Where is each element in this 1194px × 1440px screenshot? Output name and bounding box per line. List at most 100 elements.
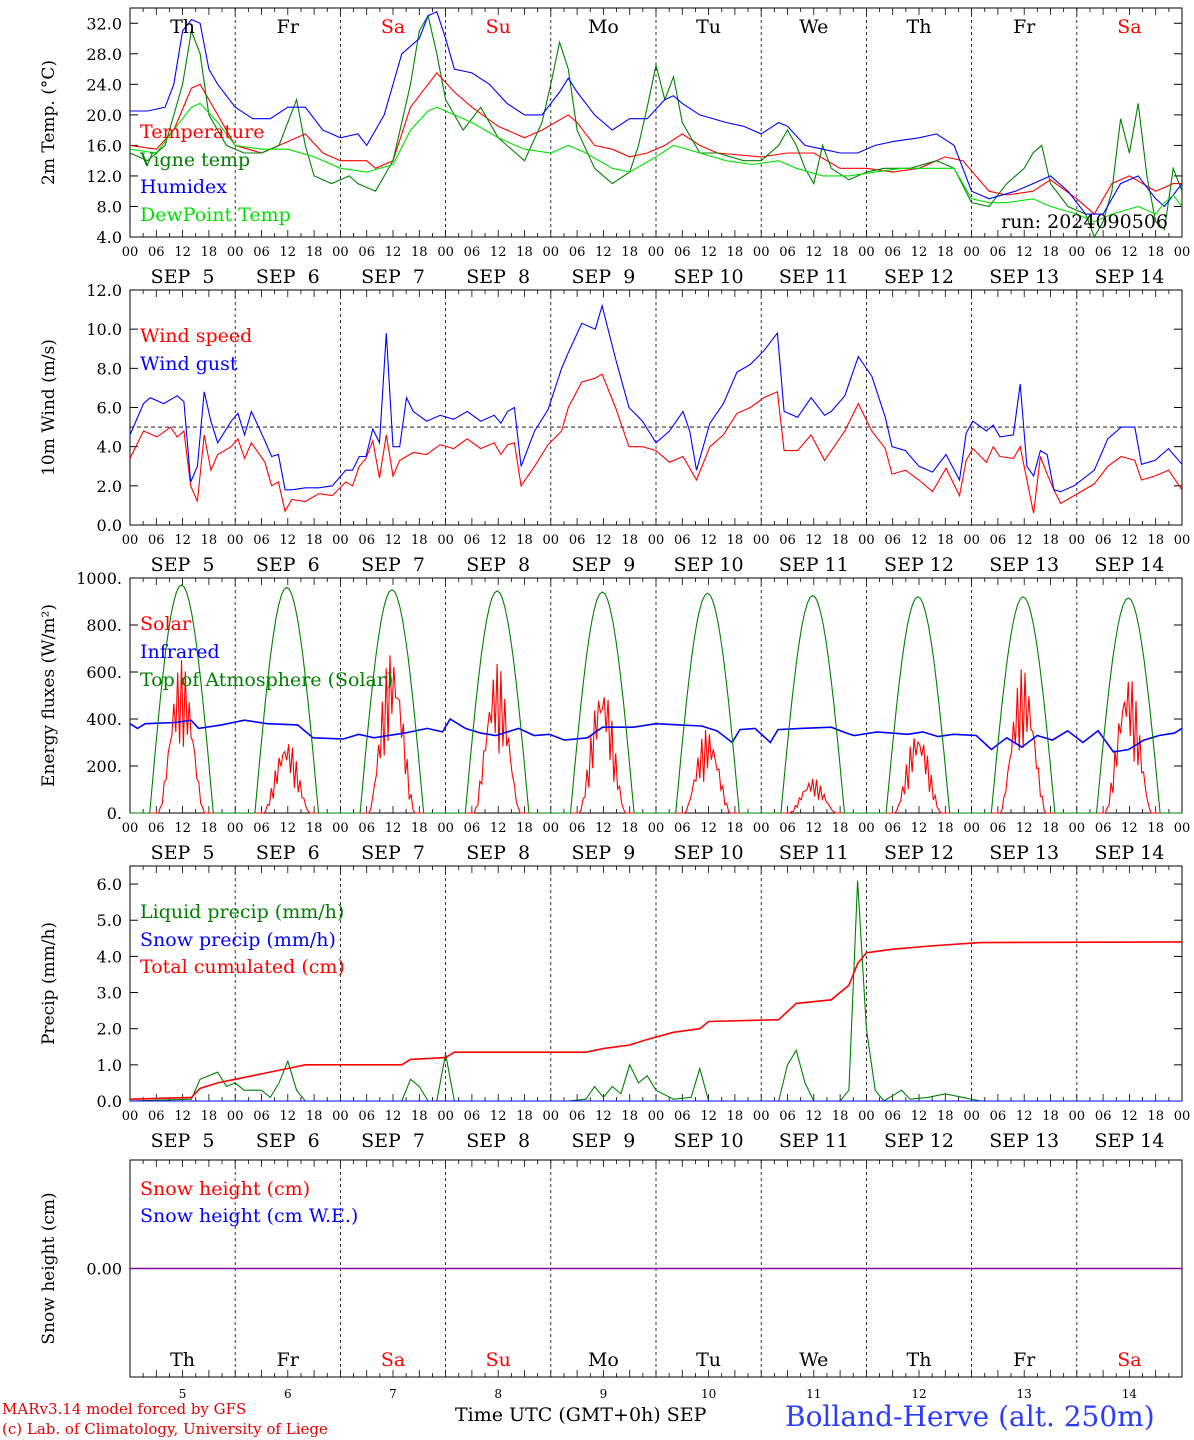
day-name-top: Mo <box>588 16 619 38</box>
date-label: SEP 13 <box>989 266 1059 288</box>
day-number: 11 <box>806 1387 821 1401</box>
hour-tick-label: 00 <box>227 821 244 836</box>
series-line-humidex <box>130 11 1183 215</box>
hour-tick-label: 00 <box>437 821 454 836</box>
date-label: SEP 13 <box>989 554 1059 576</box>
date-label: SEP 8 <box>466 554 530 576</box>
hour-tick-label: 06 <box>358 1109 375 1124</box>
series-line-total-cumulated-cm <box>129 941 1183 1100</box>
hour-tick-label: 18 <box>201 533 218 548</box>
hour-tick-label: 12 <box>700 1109 717 1124</box>
hour-tick-label: 06 <box>884 821 901 836</box>
date-label: SEP 10 <box>674 842 744 864</box>
day-name-top: Fr <box>1013 16 1036 38</box>
y-tick-label: 6.0 <box>97 399 122 418</box>
hour-tick-label: 06 <box>990 821 1007 836</box>
hour-tick-label: 18 <box>201 245 218 260</box>
hour-tick-label: 12 <box>490 821 507 836</box>
hour-tick-label: 18 <box>516 533 533 548</box>
hour-tick-label: 18 <box>937 245 954 260</box>
hour-tick-label: 18 <box>832 821 849 836</box>
y-tick-label: 0.00 <box>86 1260 122 1279</box>
series-line-vigne-temp <box>129 14 1183 239</box>
hour-tick-label: 12 <box>1016 1109 1033 1124</box>
hour-tick-label: 00 <box>332 1109 349 1124</box>
hour-tick-label: 06 <box>148 821 165 836</box>
hour-tick-label: 12 <box>280 245 297 260</box>
y-tick-label: 12.0 <box>86 167 122 186</box>
hour-tick-label: 12 <box>385 533 402 548</box>
hour-tick-label: 00 <box>753 245 770 260</box>
hour-tick-label: 00 <box>227 245 244 260</box>
series-line-infrared <box>129 717 1183 753</box>
date-label: SEP 9 <box>571 842 635 864</box>
day-name-bottom: Su <box>486 1349 511 1371</box>
hour-tick-label: 18 <box>1147 821 1164 836</box>
date-label: SEP 9 <box>571 1130 635 1152</box>
hour-tick-label: 00 <box>648 533 665 548</box>
hour-tick-label: 00 <box>858 821 875 836</box>
y-tick-label: 8.0 <box>97 359 122 378</box>
hour-tick-label: 12 <box>280 1109 297 1124</box>
hour-tick-label: 00 <box>963 1109 980 1124</box>
y-tick-label: 400. <box>86 710 122 729</box>
hour-tick-label: 06 <box>569 1109 586 1124</box>
hour-tick-label: 00 <box>1174 245 1191 260</box>
date-label: SEP 6 <box>256 842 320 864</box>
hour-tick-label: 06 <box>884 1109 901 1124</box>
date-label: SEP 6 <box>256 1130 320 1152</box>
date-label: SEP 6 <box>256 266 320 288</box>
day-name-top: Sa <box>381 16 405 38</box>
hour-tick-label: 00 <box>227 533 244 548</box>
date-label: SEP 8 <box>466 266 530 288</box>
legend-entry: Wind speed <box>140 325 252 347</box>
day-name-bottom: Fr <box>1013 1349 1036 1371</box>
date-label: SEP 11 <box>779 1130 849 1152</box>
series-line-dewpoint-temp <box>129 102 1183 223</box>
legend-entry: Wind gust <box>140 353 238 375</box>
hour-tick-label: 00 <box>1069 245 1086 260</box>
hour-tick-label: 12 <box>490 245 507 260</box>
hour-tick-label: 00 <box>753 821 770 836</box>
y-tick-label: 1.0 <box>97 1056 122 1075</box>
y-tick-label: 0.0 <box>97 516 122 535</box>
run-label: run: 2024090506 <box>1001 211 1168 233</box>
hour-tick-label: 00 <box>858 533 875 548</box>
hour-tick-label: 00 <box>858 245 875 260</box>
legend-entry: Top of Atmosphere (Solar) <box>140 669 393 691</box>
y-tick-label: 200. <box>86 757 122 776</box>
hour-tick-label: 18 <box>411 245 428 260</box>
date-label: SEP 14 <box>1094 842 1164 864</box>
date-label: SEP 7 <box>361 1130 425 1152</box>
y-tick-label: 0.0 <box>97 1092 122 1111</box>
day-number: 7 <box>389 1387 397 1401</box>
hour-tick-label: 18 <box>621 533 638 548</box>
hour-tick-label: 12 <box>174 821 191 836</box>
day-name-top: Th <box>907 16 932 38</box>
hour-tick-label: 12 <box>1016 533 1033 548</box>
day-name-bottom: Mo <box>588 1349 619 1371</box>
hour-tick-label: 12 <box>595 245 612 260</box>
hour-tick-label: 18 <box>1147 1109 1164 1124</box>
y-tick-label: 16.0 <box>86 136 122 155</box>
hour-tick-label: 06 <box>884 245 901 260</box>
hour-tick-label: 00 <box>648 821 665 836</box>
date-label: SEP 5 <box>151 1130 215 1152</box>
hour-tick-label: 18 <box>727 1109 744 1124</box>
legend-entry: Snow height (cm W.E.) <box>140 1205 358 1227</box>
hour-tick-label: 00 <box>122 821 139 836</box>
date-label: SEP 10 <box>674 1130 744 1152</box>
date-label: SEP 13 <box>989 842 1059 864</box>
date-label: SEP 14 <box>1094 554 1164 576</box>
day-name-bottom: Sa <box>1117 1349 1141 1371</box>
legend-entry: Solar <box>140 613 192 635</box>
hour-tick-label: 12 <box>174 245 191 260</box>
hour-tick-label: 18 <box>832 533 849 548</box>
hour-tick-label: 12 <box>1016 245 1033 260</box>
y-tick-label: 1000. <box>76 569 122 588</box>
hour-tick-label: 12 <box>280 821 297 836</box>
legend-entry: Liquid precip (mm/h) <box>140 901 344 923</box>
y-tick-label: 0. <box>107 804 122 823</box>
hour-tick-label: 06 <box>358 245 375 260</box>
hour-tick-label: 12 <box>806 533 823 548</box>
